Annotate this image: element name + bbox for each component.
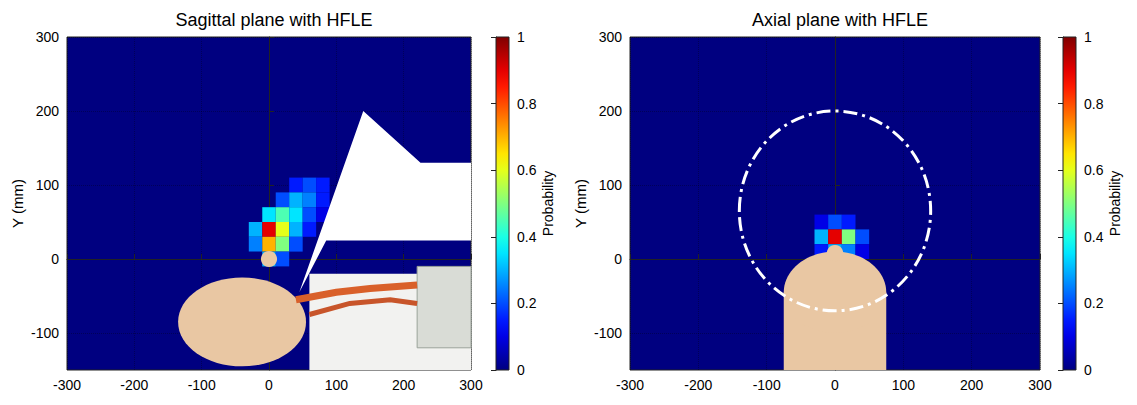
svg-text:Probability: Probability — [1107, 171, 1123, 236]
svg-text:100: 100 — [599, 177, 623, 193]
svg-text:200: 200 — [960, 377, 984, 393]
svg-text:Y (mm): Y (mm) — [9, 179, 26, 228]
svg-text:0.4: 0.4 — [517, 229, 537, 245]
svg-text:0.4: 0.4 — [1084, 229, 1104, 245]
svg-text:0.8: 0.8 — [517, 96, 537, 112]
svg-text:1: 1 — [1084, 29, 1092, 45]
svg-text:-300: -300 — [616, 377, 644, 393]
svg-text:200: 200 — [36, 103, 60, 119]
svg-text:Y (mm): Y (mm) — [572, 179, 589, 228]
svg-text:-100: -100 — [753, 377, 781, 393]
svg-text:300: 300 — [599, 29, 623, 45]
svg-text:300: 300 — [36, 29, 60, 45]
svg-text:0.6: 0.6 — [517, 162, 537, 178]
svg-text:0.8: 0.8 — [1084, 96, 1104, 112]
svg-text:-200: -200 — [120, 377, 148, 393]
svg-text:-200: -200 — [684, 377, 712, 393]
svg-text:0: 0 — [265, 377, 273, 393]
svg-text:0.2: 0.2 — [517, 295, 537, 311]
svg-text:Sagittal plane with HFLE: Sagittal plane with HFLE — [175, 10, 372, 30]
svg-text:0.6: 0.6 — [1084, 162, 1104, 178]
svg-text:200: 200 — [599, 103, 623, 119]
svg-text:0: 0 — [831, 377, 839, 393]
svg-text:-100: -100 — [188, 377, 216, 393]
svg-text:300: 300 — [459, 377, 483, 393]
svg-text:0.2: 0.2 — [1084, 295, 1104, 311]
svg-text:Probability: Probability — [540, 171, 556, 236]
svg-text:100: 100 — [325, 377, 349, 393]
svg-text:100: 100 — [36, 177, 60, 193]
svg-text:0: 0 — [614, 251, 622, 267]
svg-text:300: 300 — [1028, 377, 1052, 393]
svg-text:100: 100 — [892, 377, 916, 393]
svg-text:1: 1 — [517, 29, 525, 45]
svg-text:-100: -100 — [31, 325, 59, 341]
svg-text:0: 0 — [517, 362, 525, 378]
svg-text:Axial plane with HFLE: Axial plane with HFLE — [752, 10, 928, 30]
svg-text:200: 200 — [392, 377, 416, 393]
svg-text:0: 0 — [51, 251, 59, 267]
svg-text:-300: -300 — [53, 377, 81, 393]
svg-text:0: 0 — [1084, 362, 1092, 378]
svg-text:-100: -100 — [594, 325, 622, 341]
